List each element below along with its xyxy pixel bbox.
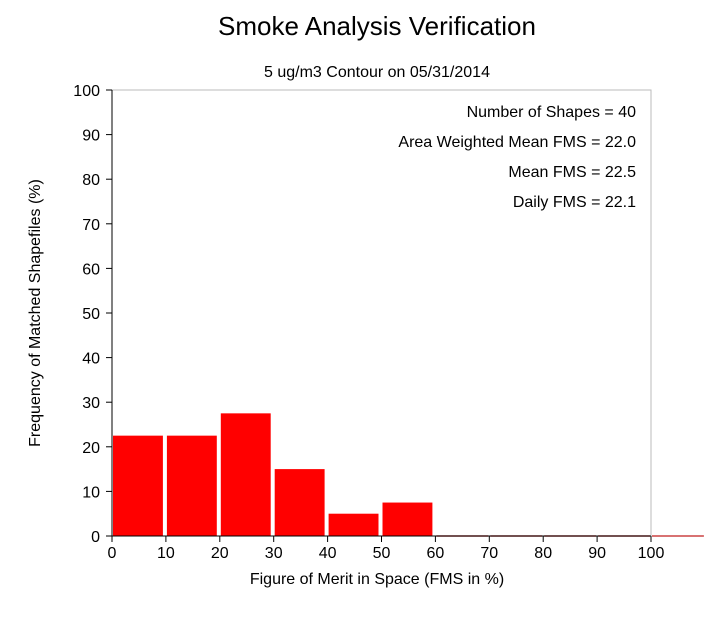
- histogram-bar: [113, 435, 163, 536]
- x-tick-label: 20: [211, 545, 229, 562]
- y-axis-label: Frequency of Matched Shapefiles (%): [27, 179, 44, 447]
- y-tick-label: 90: [82, 128, 100, 145]
- histogram-bar: [166, 435, 217, 536]
- histogram-bar: [382, 502, 433, 536]
- y-tick-label: 80: [82, 172, 100, 189]
- x-tick-label: 40: [319, 545, 337, 562]
- y-tick-label: 60: [82, 261, 100, 278]
- plot-area: 0 10 20 30 40 50 60 70 80 90 100 0 10 20 30 40 50 60 70 80 9…: [73, 83, 704, 562]
- x-tick-label: 70: [480, 545, 498, 562]
- x-tick-label: 80: [534, 545, 552, 562]
- y-tick-label: 70: [82, 217, 100, 234]
- chart-title: Smoke Analysis Verification: [218, 11, 536, 41]
- y-tick-label: 50: [82, 306, 100, 323]
- x-tick-label: 0: [108, 545, 117, 562]
- x-tick-label: 30: [265, 545, 283, 562]
- chart-subtitle: 5 ug/m3 Contour on 05/31/2014: [264, 64, 490, 81]
- histogram-bar: [220, 413, 271, 536]
- y-tick-label: 40: [82, 351, 100, 368]
- y-tick-label: 100: [73, 83, 100, 100]
- x-tick-label: 10: [157, 545, 175, 562]
- x-tick-label: 50: [373, 545, 391, 562]
- histogram-bar: [274, 469, 325, 536]
- y-tick-label: 30: [82, 395, 100, 412]
- stats-annotation: Area Weighted Mean FMS = 22.0: [398, 134, 636, 151]
- x-tick-label: 100: [638, 545, 665, 562]
- y-tick-label: 20: [82, 440, 100, 457]
- stats-annotation: Mean FMS = 22.5: [508, 164, 636, 181]
- x-tick-label: 60: [427, 545, 445, 562]
- y-tick-label: 10: [82, 484, 100, 501]
- x-axis-label: Figure of Merit in Space (FMS in %): [250, 571, 504, 588]
- histogram-bar: [328, 513, 379, 536]
- x-tick-label: 90: [588, 545, 606, 562]
- y-tick-label: 0: [91, 529, 100, 546]
- stats-annotation: Daily FMS = 22.1: [513, 194, 636, 211]
- stats-annotation: Number of Shapes = 40: [467, 104, 637, 121]
